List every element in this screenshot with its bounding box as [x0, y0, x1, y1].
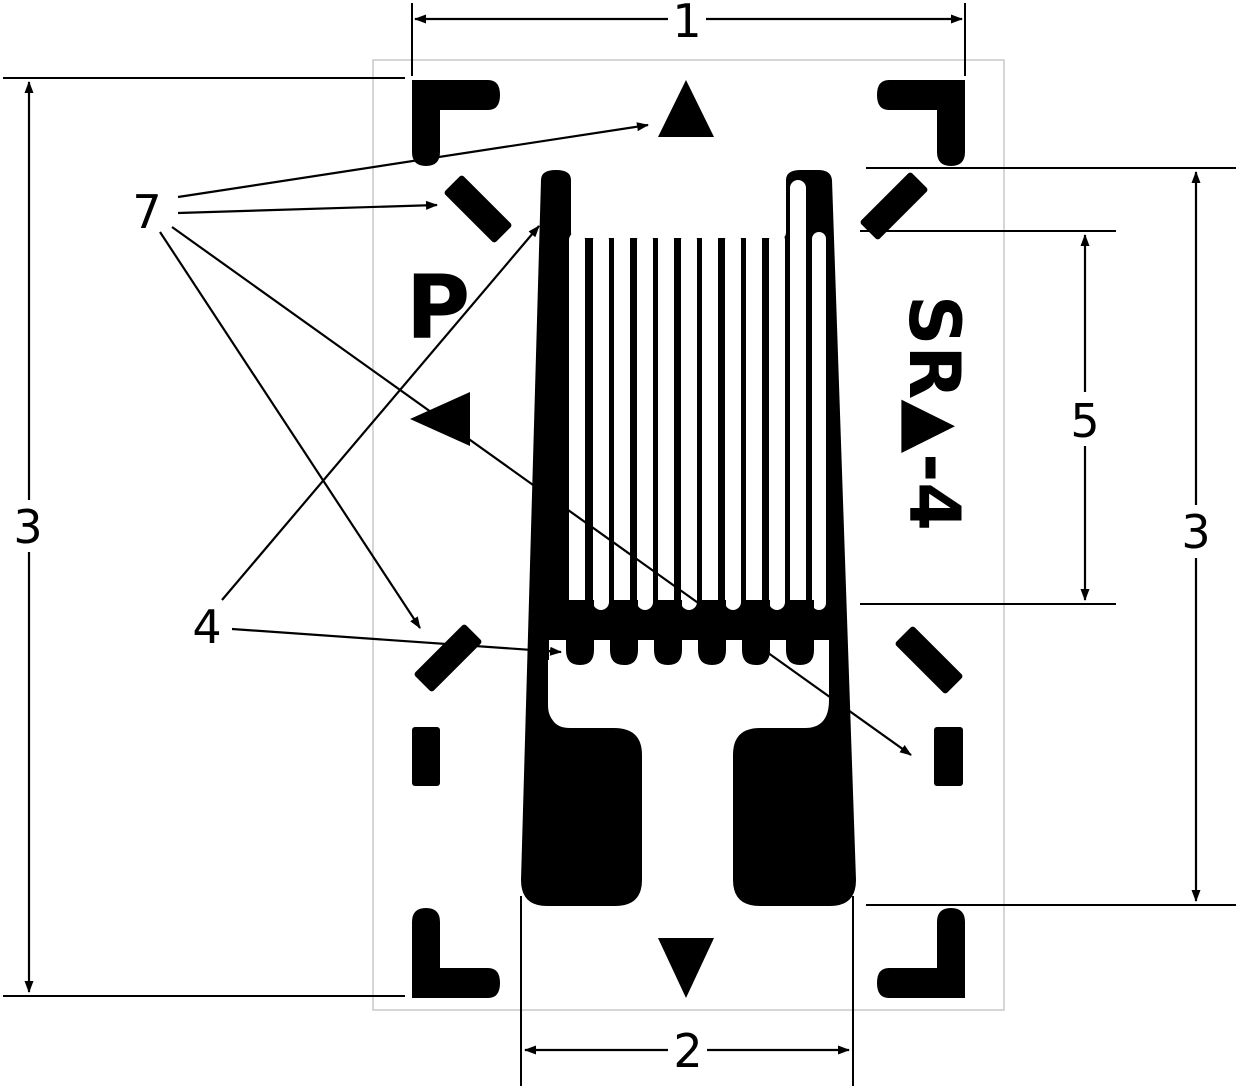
grid-slot	[725, 232, 741, 610]
diagonal-marks	[414, 172, 963, 694]
grid-slot	[658, 180, 674, 660]
grid-slot	[790, 180, 806, 660]
grid-slot	[614, 180, 630, 660]
callout-4-label: 4	[192, 600, 221, 654]
dimension-2-label: 2	[673, 1024, 702, 1078]
gauge-letter: P	[406, 256, 471, 359]
grid-slot	[593, 232, 609, 610]
side-mark-right	[934, 727, 963, 786]
callout-4-leader-grid	[221, 225, 540, 601]
diagonal-mark-upper-right	[860, 172, 928, 240]
callout-7-leader-lower-diagonal	[159, 231, 421, 629]
corner-mark-top-right	[877, 80, 965, 166]
dimension-3-left-label: 3	[13, 500, 42, 554]
grid-slot	[702, 180, 718, 660]
triangle-bottom	[658, 938, 714, 998]
diagonal-mark-lower-right	[895, 626, 963, 694]
side-mark-left	[412, 727, 440, 786]
corner-mark-bottom-left	[412, 908, 500, 998]
grid-slot	[681, 232, 697, 610]
callout-7-label: 7	[132, 185, 161, 239]
corner-mark-top-left	[412, 80, 500, 166]
grid-slot	[637, 232, 653, 610]
grid-slot	[769, 232, 785, 610]
grid-slot	[569, 232, 585, 610]
grid-loops	[566, 600, 814, 665]
diagonal-mark-upper-left	[444, 175, 512, 243]
diagonal-mark-lower-left	[414, 624, 482, 692]
grid-slot	[812, 232, 826, 610]
dimension-3-right-label: 3	[1181, 505, 1210, 559]
callout-7-leader-side-mark	[171, 226, 912, 756]
callout-4-leader-loop	[231, 627, 562, 656]
grid-slot	[746, 180, 762, 660]
corner-marks	[412, 80, 965, 998]
foil-grid	[521, 170, 856, 906]
dimension-5-label: 5	[1070, 394, 1099, 448]
dimension-1-label: 1	[672, 0, 701, 48]
corner-mark-bottom-right	[877, 908, 965, 998]
gauge-code: SR▲-4	[893, 295, 975, 531]
callout-7-leader-top-triangle	[177, 122, 649, 199]
backing-outline	[372, 59, 1005, 1011]
triangle-top	[658, 80, 714, 137]
callout-7-leader-diagonal-mark	[177, 200, 438, 215]
